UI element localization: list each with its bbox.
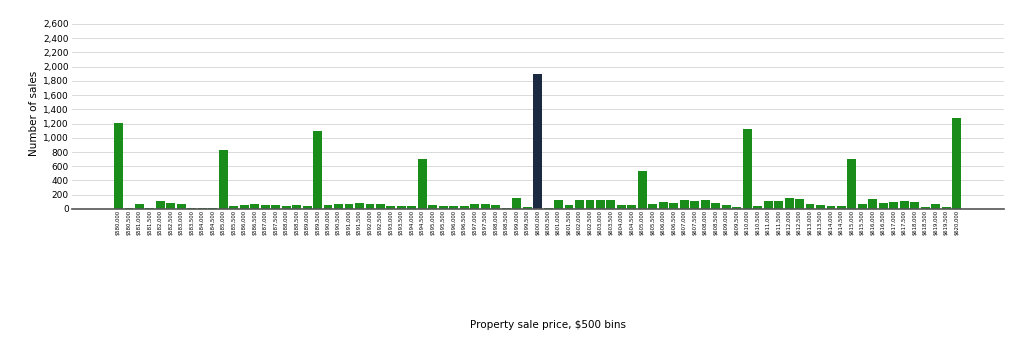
- Bar: [564, 205, 573, 209]
- Bar: [208, 208, 217, 209]
- Bar: [408, 206, 417, 209]
- Bar: [806, 204, 814, 209]
- Bar: [554, 201, 563, 209]
- Bar: [910, 202, 920, 209]
- Bar: [774, 201, 783, 209]
- Bar: [240, 205, 249, 209]
- Bar: [313, 131, 322, 209]
- Bar: [617, 205, 626, 209]
- Bar: [544, 208, 553, 209]
- Text: Property sale price, $500 bins: Property sale price, $500 bins: [470, 320, 626, 330]
- Bar: [261, 205, 269, 209]
- Bar: [522, 207, 531, 209]
- Bar: [900, 201, 908, 209]
- Bar: [114, 123, 123, 209]
- Bar: [826, 207, 836, 209]
- Bar: [344, 204, 353, 209]
- Bar: [229, 206, 239, 209]
- Bar: [177, 204, 185, 209]
- Bar: [418, 159, 427, 209]
- Bar: [712, 203, 720, 209]
- Bar: [303, 206, 311, 209]
- Bar: [282, 206, 291, 209]
- Bar: [125, 208, 133, 209]
- Bar: [732, 207, 741, 209]
- Bar: [848, 159, 856, 209]
- Bar: [492, 205, 500, 209]
- Bar: [648, 204, 657, 209]
- Bar: [879, 203, 888, 209]
- Bar: [931, 204, 940, 209]
- Bar: [376, 204, 385, 209]
- Bar: [386, 206, 395, 209]
- Bar: [292, 205, 301, 209]
- Bar: [334, 204, 343, 209]
- Bar: [450, 207, 458, 209]
- Bar: [858, 204, 867, 209]
- Bar: [198, 208, 207, 209]
- Bar: [890, 202, 898, 209]
- Bar: [575, 200, 584, 209]
- Bar: [784, 197, 794, 209]
- Bar: [680, 200, 689, 209]
- Bar: [952, 118, 962, 209]
- Bar: [397, 206, 406, 209]
- Bar: [480, 204, 489, 209]
- Bar: [250, 204, 259, 209]
- Y-axis label: Number of sales: Number of sales: [29, 70, 39, 155]
- Bar: [722, 205, 731, 209]
- Bar: [187, 208, 197, 209]
- Bar: [700, 200, 710, 209]
- Bar: [167, 203, 175, 209]
- Bar: [868, 199, 878, 209]
- Bar: [754, 206, 762, 209]
- Bar: [942, 207, 950, 209]
- Bar: [355, 203, 364, 209]
- Bar: [586, 200, 595, 209]
- Bar: [690, 201, 699, 209]
- Bar: [837, 206, 846, 209]
- Bar: [921, 207, 930, 209]
- Bar: [606, 200, 615, 209]
- Bar: [219, 150, 227, 209]
- Bar: [145, 208, 155, 209]
- Bar: [324, 205, 333, 209]
- Bar: [596, 201, 605, 209]
- Bar: [795, 198, 804, 209]
- Bar: [502, 208, 511, 209]
- Bar: [638, 171, 647, 209]
- Bar: [271, 205, 281, 209]
- Bar: [816, 205, 825, 209]
- Bar: [470, 204, 479, 209]
- Bar: [742, 128, 752, 209]
- Bar: [512, 198, 521, 209]
- Bar: [658, 202, 668, 209]
- Bar: [428, 205, 437, 209]
- Bar: [135, 204, 144, 209]
- Bar: [156, 201, 165, 209]
- Bar: [460, 206, 469, 209]
- Bar: [366, 204, 375, 209]
- Bar: [439, 206, 447, 209]
- Bar: [534, 74, 542, 209]
- Bar: [670, 203, 678, 209]
- Bar: [628, 205, 636, 209]
- Bar: [764, 201, 772, 209]
